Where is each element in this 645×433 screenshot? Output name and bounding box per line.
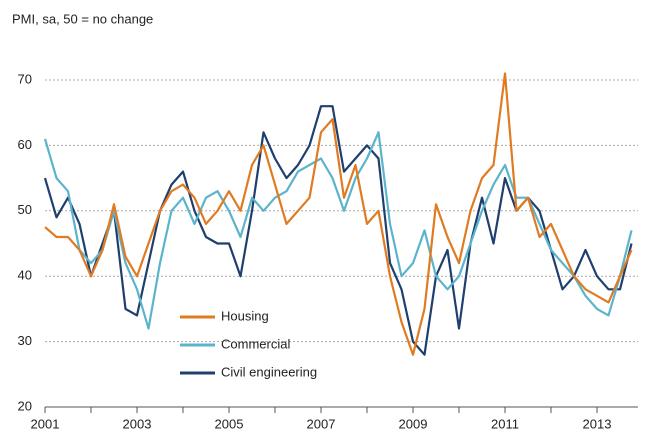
legend-label: Housing	[221, 308, 269, 323]
y-tick-label: 20	[18, 398, 32, 413]
series-line	[43, 131, 633, 330]
legend-label: Civil engineering	[221, 364, 317, 379]
y-tick-label: 70	[18, 71, 32, 86]
y-tick-label: 60	[18, 137, 32, 152]
series-line	[43, 105, 633, 356]
y-tick-label: 50	[18, 202, 32, 217]
x-tick-label: 2005	[215, 416, 244, 431]
y-tick-label: 30	[18, 333, 32, 348]
x-tick-label: 2011	[491, 416, 519, 431]
chart-subtitle: PMI, sa, 50 = no change	[12, 11, 153, 26]
x-tick-label: 2001	[31, 416, 60, 431]
x-tick-label: 2003	[123, 416, 152, 431]
series-line	[44, 72, 633, 356]
y-tick-label: 40	[18, 268, 32, 283]
x-tick-label: 2007	[307, 416, 336, 431]
legend-label: Commercial	[221, 336, 290, 351]
x-tick-label: 2013	[583, 416, 612, 431]
x-tick-label: 2009	[399, 416, 428, 431]
